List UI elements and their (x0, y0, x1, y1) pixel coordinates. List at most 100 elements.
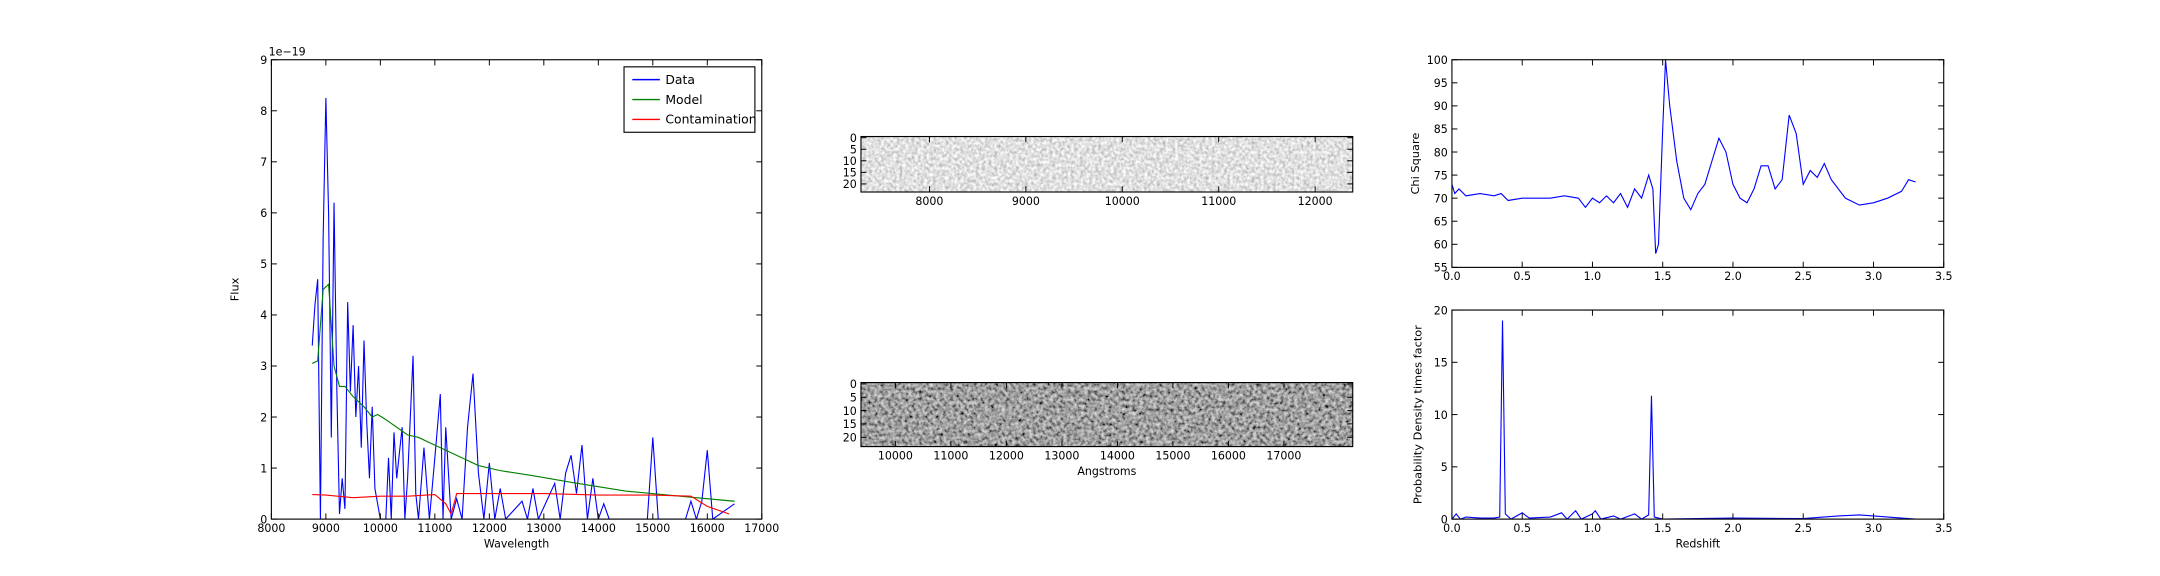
x-tick-label: 13000 (1044, 449, 1079, 462)
axes-frame (860, 382, 1354, 448)
y-tick-label: 10 (843, 405, 857, 418)
y-tick-label: 15 (843, 418, 857, 431)
y-tick-label: 60 (1434, 238, 1448, 251)
y-tick-label: 5 (850, 391, 857, 404)
x-tick-label: 1.5 (1654, 270, 1672, 283)
x-tick-label: 16000 (1211, 449, 1246, 462)
x-axis-label: Angstroms (1077, 465, 1136, 478)
x-tick-label: 12000 (1298, 195, 1333, 208)
x-tick-label: 12000 (989, 449, 1024, 462)
x-tick-label: 2.0 (1724, 270, 1742, 283)
x-tick-label: 10000 (878, 449, 913, 462)
x-tick-label: 9000 (312, 522, 340, 535)
y-axis-label: Chi Square (1409, 132, 1422, 194)
x-tick-label: 11000 (417, 522, 452, 535)
axes-frame (860, 135, 1354, 193)
image (860, 136, 1353, 192)
x-tick-label: 1.0 (1584, 522, 1602, 535)
x-tick-label: 0.0 (1443, 522, 1461, 535)
axes-frame (1451, 59, 1945, 268)
x-tick-label: 1.0 (1584, 270, 1602, 283)
y-tick-label: 10 (843, 155, 857, 168)
y-tick-label: 10 (1434, 409, 1448, 422)
x-tick-label: 10000 (363, 522, 398, 535)
x-tick-label: 14000 (1100, 449, 1135, 462)
x-tick-label: 11000 (1201, 195, 1236, 208)
y-tick-label: 5 (850, 143, 857, 156)
data-line (1451, 320, 1916, 520)
y-tick-label: 70 (1434, 192, 1448, 205)
y-tick-label: 75 (1434, 169, 1448, 182)
legend-label: Data (665, 72, 695, 87)
y-tick-label: 5 (1441, 461, 1448, 474)
x-tick-label: 2.5 (1794, 522, 1812, 535)
panel: 0.0 0.5 1.0 1.5 2.0 2.5 3.0 3.5 0 5 10 15 20 Redshift… (1412, 304, 1953, 550)
x-tick-label: 8000 (257, 522, 285, 535)
x-tick-label: 16000 (690, 522, 725, 535)
y-tick-label: 0 (1441, 513, 1448, 526)
x-tick-label: 17000 (744, 522, 779, 535)
panel: 8000 9000 10000 11000 12000 13000 14000 15000 16… (228, 45, 779, 550)
data-line (312, 283, 735, 502)
x-tick-label: 2.0 (1724, 522, 1742, 535)
y-tick-label: 20 (1434, 304, 1448, 317)
y-tick-label: 85 (1434, 123, 1448, 136)
y-tick-label: 20 (843, 178, 857, 191)
x-tick-label: 0.5 (1513, 522, 1531, 535)
y-tick-label: 55 (1434, 261, 1448, 274)
y-tick-label: 95 (1434, 77, 1448, 90)
y-tick-label: 80 (1434, 146, 1448, 159)
y-tick-label: 9 (260, 54, 267, 67)
x-tick-label: 14000 (581, 522, 616, 535)
y-tick-label: 90 (1434, 100, 1448, 113)
x-tick-label: 8000 (915, 195, 943, 208)
x-tick-label: 1.5 (1654, 522, 1672, 535)
x-tick-label: 3.5 (1935, 270, 1953, 283)
axes-frame (1451, 309, 1945, 520)
y-tick-label: 100 (1427, 54, 1448, 67)
y-tick-label: 3 (260, 360, 267, 373)
y-axis-label: Probability Density times factor (1412, 325, 1425, 504)
x-tick-label: 15000 (635, 522, 670, 535)
x-tick-label: 3.0 (1865, 522, 1883, 535)
y-tick-label: 15 (843, 166, 857, 179)
y-tick-label: 15 (1434, 356, 1448, 369)
x-tick-label: 3.5 (1935, 522, 1953, 535)
axes-frame (270, 59, 763, 520)
y-axis-label: Flux (228, 277, 241, 301)
x-tick-label: 0.5 (1513, 270, 1531, 283)
offset-text: 1e−19 (269, 45, 306, 58)
panel: 10000 11000 12000 13000 14000 15000 16000 17000… (843, 378, 1354, 478)
data-line (312, 493, 730, 516)
legend-label: Contamination (665, 112, 756, 127)
y-tick-label: 6 (260, 207, 267, 220)
panel: 0.0 0.5 1.0 1.5 2.0 2.5 3.0 3.5 55 60 65 70 75 80 85 90… (1409, 54, 1952, 283)
y-tick-label: 0 (850, 378, 857, 391)
y-tick-label: 7 (260, 156, 267, 169)
y-tick-label: 5 (260, 258, 267, 271)
y-tick-label: 20 (843, 431, 857, 444)
x-tick-label: 11000 (933, 449, 968, 462)
x-tick-label: 15000 (1155, 449, 1190, 462)
legend-label: Model (665, 92, 702, 107)
x-tick-label: 10000 (1105, 195, 1140, 208)
y-tick-label: 0 (850, 132, 857, 145)
y-tick-label: 1 (260, 462, 267, 475)
x-tick-label: 13000 (526, 522, 561, 535)
y-tick-label: 65 (1434, 215, 1448, 228)
x-tick-label: 2.5 (1794, 270, 1812, 283)
x-tick-label: 9000 (1012, 195, 1040, 208)
image (860, 382, 1353, 447)
x-tick-label: 12000 (472, 522, 507, 535)
y-tick-label: 0 (260, 513, 267, 526)
data-line (1451, 59, 1916, 254)
data-line (311, 98, 735, 520)
x-axis-label: Redshift (1675, 537, 1720, 550)
y-tick-label: 4 (260, 309, 267, 322)
x-tick-label: 0.0 (1443, 270, 1461, 283)
y-tick-label: 8 (260, 105, 267, 118)
x-tick-label: 3.0 (1865, 270, 1883, 283)
